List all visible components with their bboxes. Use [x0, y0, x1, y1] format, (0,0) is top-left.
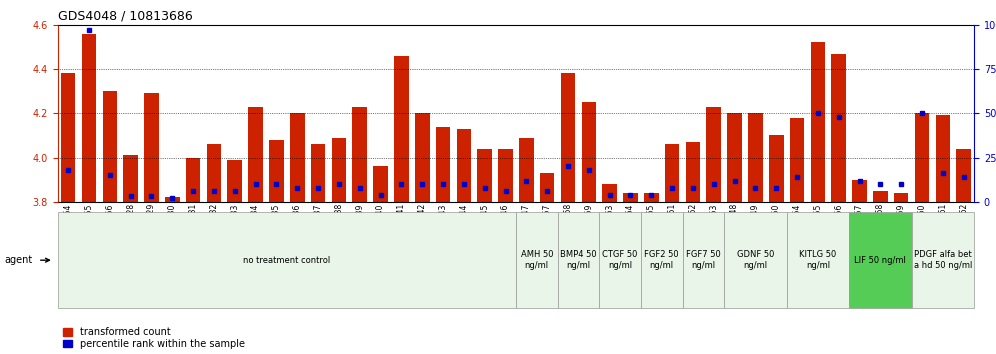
Text: LIF 50 ng/ml: LIF 50 ng/ml [855, 256, 906, 265]
Bar [311, 144, 326, 202]
Bar [61, 73, 76, 202]
Text: PDGF alfa bet
a hd 50 ng/ml: PDGF alfa bet a hd 50 ng/ml [913, 251, 972, 270]
Bar [82, 34, 97, 202]
Bar [290, 113, 305, 202]
Bar [853, 179, 867, 202]
Text: KITLG 50
ng/ml: KITLG 50 ng/ml [799, 251, 837, 270]
Bar [165, 197, 179, 202]
Bar [332, 138, 347, 202]
Bar [558, 212, 600, 308]
Bar [186, 158, 200, 202]
Bar [269, 140, 284, 202]
Bar [207, 144, 221, 202]
Bar [456, 129, 471, 202]
Legend: transformed count, percentile rank within the sample: transformed count, percentile rank withi… [63, 327, 245, 349]
Bar [727, 113, 742, 202]
Bar [415, 113, 429, 202]
Bar [850, 212, 911, 308]
Bar [685, 142, 700, 202]
Bar [748, 113, 763, 202]
Bar [724, 212, 787, 308]
Text: FGF7 50
ng/ml: FGF7 50 ng/ml [686, 251, 721, 270]
Bar [790, 118, 805, 202]
Bar [769, 136, 784, 202]
Bar [682, 212, 724, 308]
Bar [956, 149, 971, 202]
Bar [787, 212, 850, 308]
Bar [935, 115, 950, 202]
Text: no treatment control: no treatment control [243, 256, 331, 265]
Bar [498, 149, 513, 202]
Text: BMP4 50
ng/ml: BMP4 50 ng/ml [560, 251, 597, 270]
Bar [516, 212, 558, 308]
Bar [353, 107, 367, 202]
Bar [832, 53, 846, 202]
Bar [374, 166, 387, 202]
FancyArrowPatch shape [41, 258, 50, 262]
Bar [623, 193, 637, 202]
Text: FGF2 50
ng/ml: FGF2 50 ng/ml [644, 251, 679, 270]
Bar [894, 193, 908, 202]
Bar [582, 102, 596, 202]
Bar [873, 191, 887, 202]
Bar [600, 212, 640, 308]
Bar [914, 113, 929, 202]
Bar [477, 149, 492, 202]
Text: AMH 50
ng/ml: AMH 50 ng/ml [521, 251, 553, 270]
Bar [519, 138, 534, 202]
Bar [706, 107, 721, 202]
Bar [603, 184, 617, 202]
Bar [124, 155, 137, 202]
Bar [811, 42, 825, 202]
Bar [144, 93, 158, 202]
Text: GDS4048 / 10813686: GDS4048 / 10813686 [58, 9, 192, 22]
Bar [248, 107, 263, 202]
Bar [435, 127, 450, 202]
Bar [58, 212, 516, 308]
Text: agent: agent [4, 255, 32, 265]
Text: GDNF 50
ng/ml: GDNF 50 ng/ml [737, 251, 774, 270]
Bar [911, 212, 974, 308]
Bar [665, 144, 679, 202]
Bar [227, 160, 242, 202]
Bar [644, 193, 658, 202]
Bar [394, 56, 408, 202]
Text: CTGF 50
ng/ml: CTGF 50 ng/ml [603, 251, 637, 270]
Bar [540, 173, 555, 202]
Bar [561, 73, 576, 202]
Bar [103, 91, 118, 202]
Bar [640, 212, 682, 308]
